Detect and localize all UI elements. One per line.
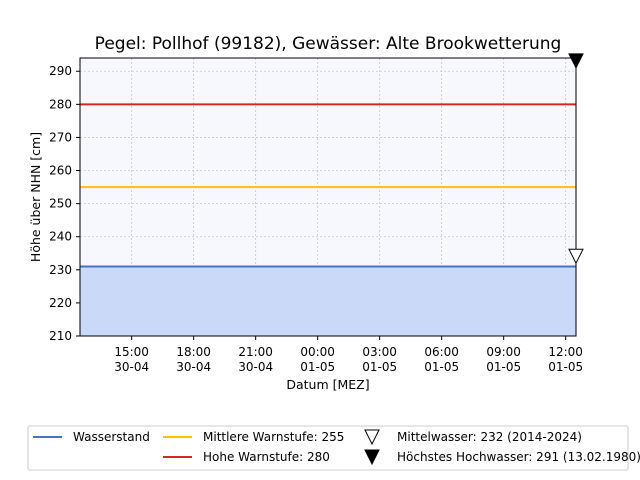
marker-mittelwasser bbox=[568, 248, 584, 265]
x-tick-date: 01-05 bbox=[362, 360, 397, 374]
legend: Wasserstand Mittlere Warnstufe: 255 Hohe… bbox=[27, 425, 640, 471]
y-axis-label: Höhe über NHN [cm] bbox=[28, 132, 43, 262]
y-tick-label: 280 bbox=[49, 97, 72, 111]
plot-frame bbox=[79, 57, 577, 337]
legend-label-mittelwasser: Mittelwasser: 232 (2014-2024) bbox=[397, 430, 582, 444]
y-axis: 210 220 230 240 250 260 270 280 290 bbox=[49, 64, 80, 343]
y-tick-label: 290 bbox=[49, 64, 72, 78]
chart-title: Pegel: Pollhof (99182), Gewässer: Alte B… bbox=[95, 34, 562, 54]
x-tick-time: 06:00 bbox=[424, 345, 459, 359]
marker-layer bbox=[568, 53, 584, 265]
y-tick-label: 250 bbox=[49, 197, 72, 211]
y-tick-label: 230 bbox=[49, 263, 72, 277]
x-tick-time: 15:00 bbox=[114, 345, 149, 359]
x-tick-time: 09:00 bbox=[486, 345, 521, 359]
series-layer bbox=[80, 103, 576, 336]
y-tick-label: 270 bbox=[49, 130, 72, 144]
x-tick-date: 01-05 bbox=[300, 360, 335, 374]
legend-label-mittlere-warnstufe: Mittlere Warnstufe: 255 bbox=[203, 430, 344, 444]
legend-label-hohe-warnstufe: Hohe Warnstufe: 280 bbox=[203, 450, 330, 464]
x-tick-date: 30-04 bbox=[238, 360, 273, 374]
x-axis: 15:0030-0418:0030-0421:0030-0400:0001-05… bbox=[114, 336, 583, 374]
x-tick-time: 12:00 bbox=[548, 345, 583, 359]
x-tick-time: 00:00 bbox=[300, 345, 335, 359]
x-tick-time: 18:00 bbox=[176, 345, 211, 359]
y-tick-label: 210 bbox=[49, 329, 72, 343]
water-level-area bbox=[80, 266, 576, 336]
x-tick-date: 01-05 bbox=[486, 360, 521, 374]
x-tick-time: 03:00 bbox=[362, 345, 397, 359]
x-tick-date: 30-04 bbox=[176, 360, 211, 374]
y-tick-label: 240 bbox=[49, 230, 72, 244]
x-axis-label: Datum [MEZ] bbox=[286, 377, 369, 392]
legend-marker-mittelwasser bbox=[364, 429, 380, 446]
legend-marker-hoechstes-hochwasser bbox=[364, 449, 380, 466]
marker-hoechstes-hochwasser bbox=[568, 53, 584, 70]
y-tick-label: 260 bbox=[49, 164, 72, 178]
x-tick-time: 21:00 bbox=[238, 345, 273, 359]
y-tick-label: 220 bbox=[49, 296, 72, 310]
legend-label-hoechstes-hochwasser: Höchstes Hochwasser: 291 (13.02.1980) bbox=[397, 450, 640, 464]
x-tick-date: 30-04 bbox=[114, 360, 149, 374]
x-tick-date: 01-05 bbox=[424, 360, 459, 374]
x-tick-date: 01-05 bbox=[548, 360, 583, 374]
legend-label-wasserstand: Wasserstand bbox=[73, 430, 150, 444]
